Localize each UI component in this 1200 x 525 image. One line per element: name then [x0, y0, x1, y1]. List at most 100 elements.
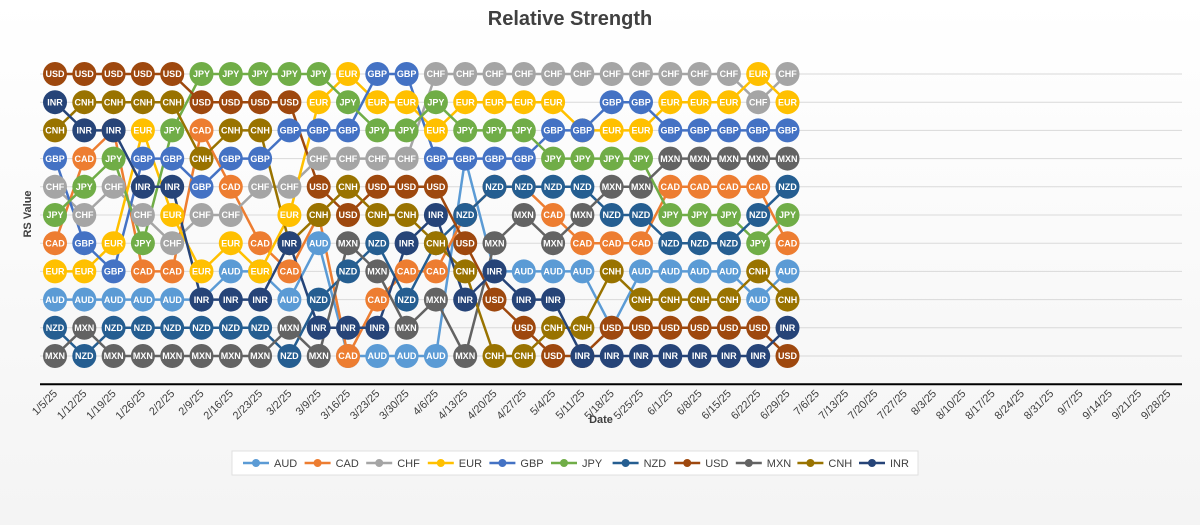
data-point-eur[interactable]: EUR	[248, 259, 273, 284]
data-point-mxn[interactable]: MXN	[746, 146, 771, 171]
data-point-usd[interactable]: USD	[189, 90, 214, 115]
data-point-eur[interactable]: EUR	[599, 118, 624, 143]
data-point-chf[interactable]: CHF	[599, 62, 624, 86]
data-point-chf[interactable]: CHF	[130, 203, 155, 227]
data-point-jpy[interactable]: JPY	[43, 203, 67, 227]
data-point-inr[interactable]: INR	[453, 287, 478, 312]
data-point-cnh[interactable]: CNH	[541, 315, 566, 340]
data-point-cad[interactable]: CAD	[746, 174, 771, 199]
data-point-chf[interactable]: CHF	[511, 62, 536, 86]
data-point-aud[interactable]: AUD	[658, 259, 683, 284]
data-point-nzd[interactable]: NZD	[394, 287, 419, 312]
data-point-mxn[interactable]: MXN	[482, 231, 507, 256]
data-point-nzd[interactable]: NZD	[570, 174, 595, 199]
data-point-mxn[interactable]: MXN	[687, 146, 712, 171]
data-point-jpy[interactable]: JPY	[775, 203, 800, 227]
data-point-eur[interactable]: EUR	[482, 90, 507, 115]
data-point-jpy[interactable]: JPY	[130, 231, 155, 256]
data-point-cnh[interactable]: CNH	[482, 344, 507, 368]
data-point-eur[interactable]: EUR	[336, 62, 360, 86]
data-point-cnh[interactable]: CNH	[218, 118, 243, 143]
data-point-gbp[interactable]: GBP	[716, 118, 741, 143]
data-point-jpy[interactable]: JPY	[248, 62, 273, 86]
data-point-chf[interactable]: CHF	[218, 203, 243, 227]
data-point-cnh[interactable]: CNH	[248, 118, 273, 143]
data-point-usd[interactable]: USD	[248, 90, 273, 115]
data-point-cnh[interactable]: CNH	[336, 174, 360, 199]
data-point-eur[interactable]: EUR	[365, 90, 390, 115]
data-point-inr[interactable]: INR	[101, 118, 126, 143]
data-point-inr[interactable]: INR	[570, 344, 595, 368]
data-point-usd[interactable]: USD	[775, 344, 800, 368]
data-point-chf[interactable]: CHF	[746, 90, 771, 115]
data-point-mxn[interactable]: MXN	[423, 287, 448, 312]
data-point-cnh[interactable]: CNH	[687, 287, 712, 312]
data-point-mxn[interactable]: MXN	[629, 174, 653, 199]
data-point-chf[interactable]: CHF	[365, 146, 390, 171]
data-point-chf[interactable]: CHF	[423, 62, 448, 86]
data-point-gbp[interactable]: GBP	[541, 118, 566, 143]
legend-item-cad[interactable]: CAD	[304, 458, 359, 470]
data-point-cad[interactable]: CAD	[541, 203, 566, 227]
data-point-aud[interactable]: AUD	[218, 259, 243, 284]
data-point-inr[interactable]: INR	[72, 118, 97, 143]
legend-item-gbp[interactable]: GBP	[489, 458, 544, 470]
data-point-eur[interactable]: EUR	[423, 118, 448, 143]
data-point-mxn[interactable]: MXN	[130, 344, 155, 368]
data-point-jpy[interactable]: JPY	[394, 118, 419, 143]
data-point-inr[interactable]: INR	[43, 90, 67, 115]
data-point-jpy[interactable]: JPY	[277, 62, 302, 86]
data-point-mxn[interactable]: MXN	[716, 146, 741, 171]
data-point-nzd[interactable]: NZD	[716, 231, 741, 256]
data-point-nzd[interactable]: NZD	[160, 315, 185, 340]
data-point-chf[interactable]: CHF	[189, 203, 214, 227]
data-point-cnh[interactable]: CNH	[511, 344, 536, 368]
data-point-jpy[interactable]: JPY	[511, 118, 536, 143]
data-point-inr[interactable]: INR	[511, 287, 536, 312]
data-point-inr[interactable]: INR	[482, 259, 507, 284]
data-point-cnh[interactable]: CNH	[746, 259, 771, 284]
data-point-cnh[interactable]: CNH	[716, 287, 741, 312]
data-point-jpy[interactable]: JPY	[365, 118, 390, 143]
data-point-chf[interactable]: CHF	[248, 174, 273, 199]
legend-item-nzd[interactable]: NZD	[612, 458, 667, 470]
data-point-usd[interactable]: USD	[423, 174, 448, 199]
legend-item-usd[interactable]: USD	[674, 458, 728, 470]
data-point-usd[interactable]: USD	[365, 174, 390, 199]
data-point-gbp[interactable]: GBP	[482, 146, 507, 171]
data-point-usd[interactable]: USD	[336, 203, 360, 227]
data-point-gbp[interactable]: GBP	[394, 62, 419, 86]
data-point-cad[interactable]: CAD	[423, 259, 448, 284]
data-point-usd[interactable]: USD	[453, 231, 478, 256]
data-point-usd[interactable]: USD	[599, 315, 624, 340]
data-point-mxn[interactable]: MXN	[277, 315, 302, 340]
data-point-aud[interactable]: AUD	[130, 287, 155, 312]
data-point-chf[interactable]: CHF	[453, 62, 478, 86]
data-point-gbp[interactable]: GBP	[248, 146, 273, 171]
data-point-mxn[interactable]: MXN	[394, 315, 419, 340]
data-point-aud[interactable]: AUD	[570, 259, 595, 284]
data-point-usd[interactable]: USD	[306, 174, 331, 199]
data-point-eur[interactable]: EUR	[394, 90, 419, 115]
data-point-nzd[interactable]: NZD	[453, 203, 478, 227]
data-point-cnh[interactable]: CNH	[365, 203, 390, 227]
data-point-chf[interactable]: CHF	[72, 203, 97, 227]
data-point-inr[interactable]: INR	[365, 315, 390, 340]
data-point-eur[interactable]: EUR	[160, 203, 185, 227]
data-point-inr[interactable]: INR	[658, 344, 683, 368]
data-point-chf[interactable]: CHF	[716, 62, 741, 86]
data-point-jpy[interactable]: JPY	[570, 146, 595, 171]
data-point-chf[interactable]: CHF	[541, 62, 566, 86]
data-point-cad[interactable]: CAD	[43, 231, 67, 256]
data-point-gbp[interactable]: GBP	[277, 118, 302, 143]
data-point-cad[interactable]: CAD	[189, 118, 214, 143]
data-point-aud[interactable]: AUD	[423, 344, 448, 368]
data-point-mxn[interactable]: MXN	[775, 146, 800, 171]
data-point-gbp[interactable]: GBP	[43, 146, 67, 171]
data-point-cad[interactable]: CAD	[72, 146, 97, 171]
data-point-eur[interactable]: EUR	[746, 62, 771, 86]
data-point-usd[interactable]: USD	[160, 62, 185, 86]
data-point-eur[interactable]: EUR	[72, 259, 97, 284]
data-point-cnh[interactable]: CNH	[658, 287, 683, 312]
data-point-inr[interactable]: INR	[423, 203, 448, 227]
